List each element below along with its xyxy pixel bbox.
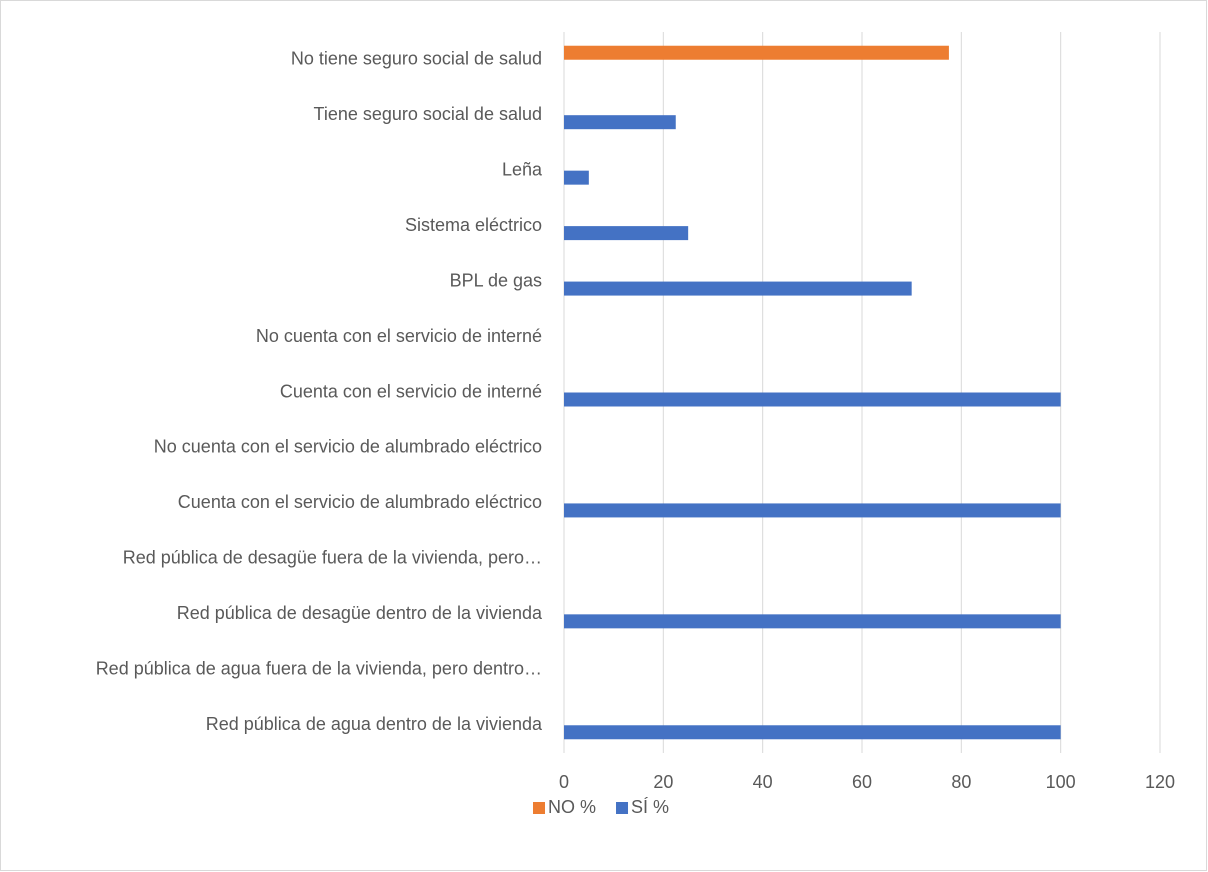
bar: [564, 725, 1061, 740]
y-tick-label: Leña: [502, 159, 543, 179]
legend-swatch: [533, 802, 545, 814]
y-tick-label: BPL de gas: [450, 270, 542, 290]
bar: [564, 281, 912, 296]
bar: [564, 614, 1061, 629]
x-tick-label: 20: [653, 772, 673, 792]
x-tick-label: 0: [559, 772, 569, 792]
y-tick-label: Sistema eléctrico: [405, 215, 542, 235]
bar: [564, 392, 1061, 407]
y-tick-label: Red pública de agua dentro de la viviend…: [206, 714, 543, 734]
y-tick-label: No cuenta con el servicio de interné: [256, 326, 542, 346]
y-tick-label: Red pública de desagüe fuera de la vivie…: [123, 548, 542, 568]
y-tick-label: Cuenta con el servicio de interné: [280, 381, 542, 401]
x-tick-label: 120: [1145, 772, 1175, 792]
x-tick-label: 100: [1046, 772, 1076, 792]
bar: [564, 45, 949, 60]
bar: [564, 115, 676, 130]
legend-swatch: [616, 802, 629, 814]
y-tick-label: Red pública de agua fuera de la vivienda…: [96, 659, 542, 679]
legend-label: NO %: [548, 797, 596, 817]
x-tick-label: 60: [852, 772, 872, 792]
y-tick-label: No tiene seguro social de salud: [291, 48, 542, 68]
bar: [564, 226, 689, 241]
bar: [564, 503, 1061, 518]
y-tick-label: No cuenta con el servicio de alumbrado e…: [154, 437, 542, 457]
y-tick-label: Tiene seguro social de salud: [314, 104, 542, 124]
x-tick-label: 40: [753, 772, 773, 792]
y-tick-label: Red pública de desagüe dentro de la vivi…: [177, 603, 543, 623]
y-tick-label: Cuenta con el servicio de alumbrado eléc…: [178, 492, 542, 512]
legend-label: SÍ %: [631, 797, 669, 817]
x-tick-label: 80: [951, 772, 971, 792]
bar: [564, 170, 589, 185]
